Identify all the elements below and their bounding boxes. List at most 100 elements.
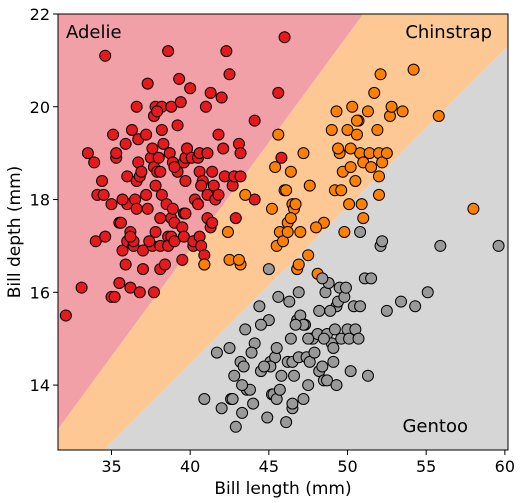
point-gentoo <box>283 295 296 308</box>
x-tick-label: 40 <box>180 457 200 476</box>
point-chinstrap <box>343 198 356 211</box>
point-chinstrap <box>297 147 310 160</box>
point-adelie <box>207 179 220 192</box>
x-axis-label: Bill length (mm) <box>214 479 351 499</box>
point-gentoo <box>328 323 341 336</box>
point-adelie <box>107 128 120 141</box>
point-adelie <box>114 216 127 229</box>
point-chinstrap <box>325 123 338 136</box>
point-gentoo <box>198 392 211 405</box>
point-gentoo <box>237 360 250 373</box>
point-adelie <box>157 137 170 150</box>
point-gentoo <box>247 397 260 410</box>
point-chinstrap <box>365 161 378 174</box>
x-tick-label: 55 <box>416 457 436 476</box>
point-gentoo <box>380 304 393 317</box>
point-gentoo <box>223 341 236 354</box>
point-gentoo <box>324 304 337 317</box>
point-adelie <box>234 170 247 183</box>
point-adelie <box>206 216 219 229</box>
point-gentoo <box>330 379 343 392</box>
point-gentoo <box>288 369 301 382</box>
point-adelie <box>96 174 109 187</box>
point-adelie <box>192 198 205 211</box>
point-adelie <box>152 151 165 164</box>
point-gentoo <box>258 360 271 373</box>
point-adelie <box>151 105 164 118</box>
point-gentoo <box>317 332 330 345</box>
point-gentoo <box>272 290 285 303</box>
region-label-adelie: Adelie <box>66 22 122 43</box>
point-gentoo <box>313 304 326 317</box>
point-gentoo <box>361 369 374 382</box>
point-gentoo <box>245 346 258 359</box>
point-adelie <box>206 165 219 178</box>
point-gentoo <box>297 392 310 405</box>
plot-frame <box>57 13 509 451</box>
point-adelie <box>143 235 156 248</box>
point-gentoo <box>261 411 274 424</box>
point-adelie <box>162 45 175 58</box>
point-adelie <box>184 82 197 95</box>
point-adelie <box>195 179 208 192</box>
point-adelie <box>176 253 189 266</box>
point-gentoo <box>352 332 365 345</box>
y-tick-label: 18 <box>30 191 50 210</box>
point-chinstrap <box>221 226 234 238</box>
point-adelie <box>168 161 181 174</box>
point-adelie <box>272 86 285 99</box>
point-gentoo <box>316 360 329 373</box>
point-adelie <box>149 179 162 192</box>
point-adelie <box>141 202 154 215</box>
point-gentoo <box>253 300 266 313</box>
point-adelie <box>204 86 217 99</box>
point-adelie <box>136 244 149 257</box>
point-chinstrap <box>310 221 323 234</box>
point-adelie <box>248 193 261 206</box>
point-chinstrap <box>332 142 345 155</box>
point-chinstrap <box>371 123 384 136</box>
data-points <box>59 31 505 433</box>
point-gentoo <box>376 235 389 248</box>
point-adelie <box>215 91 228 104</box>
point-adelie <box>212 128 225 141</box>
point-adelie <box>135 165 148 178</box>
point-adelie <box>179 207 192 220</box>
point-adelie <box>166 202 179 215</box>
point-adelie <box>154 165 167 178</box>
point-adelie <box>275 151 288 164</box>
point-gentoo <box>308 346 321 359</box>
point-adelie <box>168 235 181 248</box>
point-chinstrap <box>239 188 252 201</box>
point-gentoo <box>434 239 447 252</box>
point-chinstrap <box>292 258 305 271</box>
point-gentoo <box>344 365 357 378</box>
point-chinstrap <box>374 68 387 81</box>
point-chinstrap <box>380 147 393 160</box>
point-gentoo <box>286 397 299 410</box>
point-chinstrap <box>368 86 381 99</box>
point-chinstrap <box>341 123 354 136</box>
point-chinstrap <box>376 156 389 169</box>
point-adelie <box>147 286 160 299</box>
x-tick-label: 35 <box>101 457 121 476</box>
point-adelie <box>179 174 192 187</box>
point-gentoo <box>229 420 242 433</box>
point-chinstrap <box>357 212 370 225</box>
point-gentoo <box>302 332 315 345</box>
point-adelie <box>108 290 121 303</box>
point-adelie <box>177 230 190 243</box>
point-gentoo <box>327 355 340 368</box>
point-chinstrap <box>350 128 363 141</box>
point-adelie <box>136 263 149 276</box>
point-chinstrap <box>349 174 362 187</box>
point-gentoo <box>409 300 422 313</box>
point-chinstrap <box>355 198 368 211</box>
point-adelie <box>212 188 225 201</box>
point-adelie <box>278 31 291 44</box>
point-adelie <box>99 230 112 243</box>
point-adelie <box>99 49 112 62</box>
point-adelie <box>89 235 102 248</box>
point-adelie <box>97 188 110 201</box>
